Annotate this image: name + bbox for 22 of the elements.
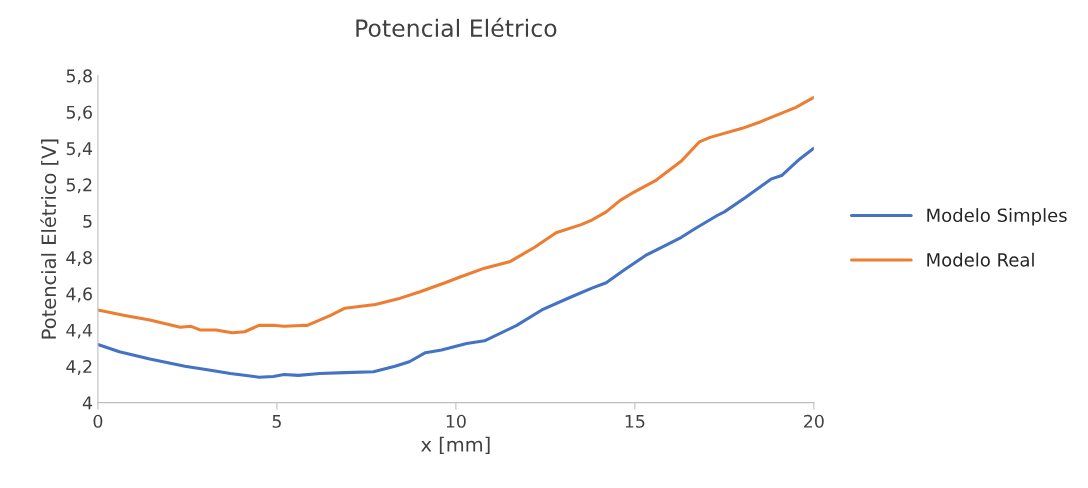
x-tick-label: 20: [804, 414, 824, 428]
y-tick-label: 4,4: [66, 323, 93, 339]
y-tick-label: 5: [83, 214, 92, 228]
y-axis-title: Potencial Elétrico [V]: [40, 139, 59, 339]
y-tick-label: 4,8: [66, 251, 92, 266]
x-tick-label: 10: [446, 414, 466, 428]
legend-label: Modelo Simples: [927, 208, 1067, 226]
x-tick-label: 5: [272, 414, 281, 428]
y-tick-label: 4,6: [66, 287, 92, 303]
line-series: [97, 146, 814, 379]
y-tick-label: 4,2: [66, 359, 92, 375]
line-series: [97, 95, 814, 335]
x-tick-label: 0: [93, 414, 103, 428]
x-tick-label: 15: [625, 414, 645, 428]
y-tick-label: 5,8: [66, 69, 92, 85]
legend-label: Modelo Real: [927, 252, 1034, 267]
y-tick-label: 5,6: [66, 105, 92, 121]
x-axis-title: x [mm]: [421, 436, 490, 455]
y-tick-label: 5,2: [66, 178, 92, 194]
y-tick-label: 4: [82, 396, 93, 410]
y-tick-label: 5,4: [66, 142, 93, 157]
chart-title: Potencial Elétrico: [356, 17, 557, 38]
